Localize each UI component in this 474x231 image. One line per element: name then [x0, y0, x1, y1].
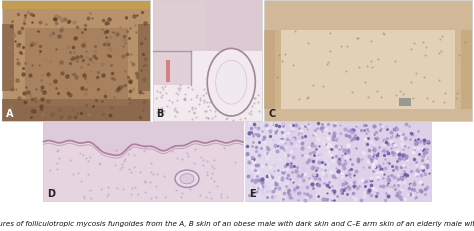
Text: Fig. 1 Features of folliculotropic mycosis fungoides from the A, B skin of an ob: Fig. 1 Features of folliculotropic mycos… [0, 220, 474, 226]
Bar [2, 100, 150, 121]
Text: A: A [6, 109, 14, 119]
Bar [2, 1, 150, 121]
Text: B: B [156, 109, 164, 119]
Bar [316, 122, 338, 201]
Bar [264, 1, 472, 121]
Text: C: C [268, 109, 275, 119]
Bar [2, 2, 150, 10]
Bar [153, 1, 262, 121]
Bar [153, 1, 262, 52]
Bar [44, 122, 243, 201]
Bar [245, 122, 430, 201]
Bar [44, 122, 243, 201]
Ellipse shape [175, 170, 199, 188]
Ellipse shape [207, 49, 255, 116]
Bar [274, 31, 461, 109]
Bar [264, 31, 281, 109]
Bar [207, 1, 262, 52]
Bar [153, 52, 191, 85]
Text: D: D [47, 188, 55, 198]
Ellipse shape [180, 174, 194, 184]
Bar [166, 61, 170, 83]
Bar [25, 29, 128, 107]
Ellipse shape [216, 61, 247, 105]
Bar [399, 98, 411, 107]
Bar [455, 31, 472, 109]
Text: E: E [249, 188, 255, 198]
Bar [138, 25, 150, 91]
Bar [245, 122, 286, 201]
Bar [2, 25, 14, 91]
